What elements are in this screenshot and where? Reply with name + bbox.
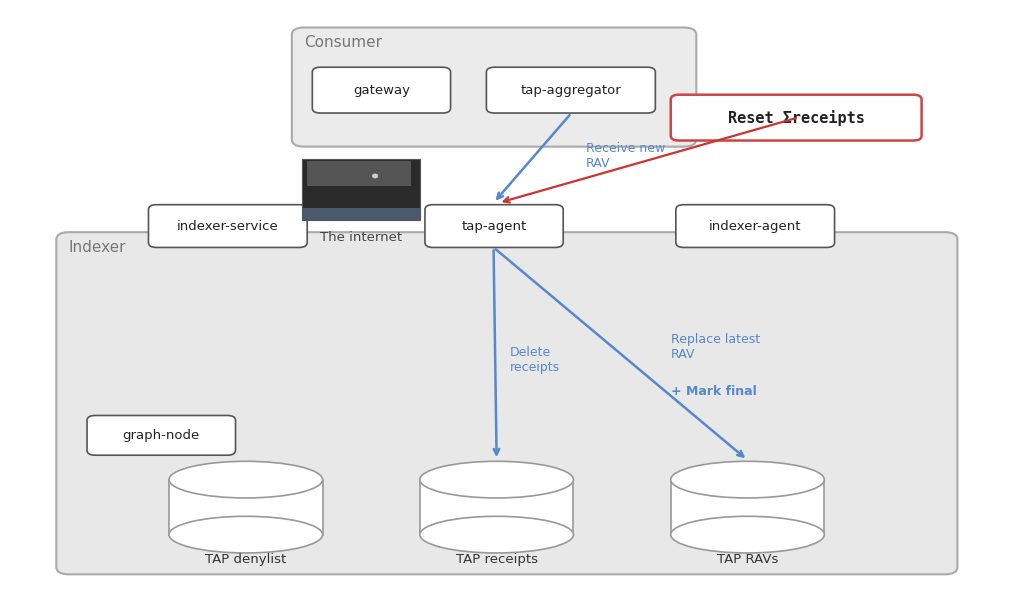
Text: gateway: gateway bbox=[353, 84, 410, 97]
Text: Consumer: Consumer bbox=[304, 35, 382, 50]
Text: The internet: The internet bbox=[319, 231, 402, 244]
FancyBboxPatch shape bbox=[425, 205, 563, 247]
Text: tap-aggregator: tap-aggregator bbox=[520, 84, 622, 97]
Ellipse shape bbox=[420, 516, 573, 553]
Text: TAP RAVs: TAP RAVs bbox=[717, 553, 778, 566]
Text: + Mark final: + Mark final bbox=[671, 385, 757, 398]
Bar bbox=[671, 480, 824, 535]
Text: TAP denylist: TAP denylist bbox=[205, 553, 287, 566]
FancyBboxPatch shape bbox=[312, 67, 451, 113]
FancyBboxPatch shape bbox=[87, 415, 236, 455]
Text: graph-node: graph-node bbox=[123, 429, 200, 442]
Text: Indexer: Indexer bbox=[69, 240, 126, 255]
FancyBboxPatch shape bbox=[676, 205, 835, 247]
FancyBboxPatch shape bbox=[292, 27, 696, 147]
Text: tap-agent: tap-agent bbox=[462, 219, 526, 233]
Ellipse shape bbox=[169, 461, 323, 498]
FancyBboxPatch shape bbox=[56, 232, 957, 574]
Text: indexer-agent: indexer-agent bbox=[709, 219, 802, 233]
Bar bbox=[302, 159, 420, 220]
Ellipse shape bbox=[420, 461, 573, 498]
FancyBboxPatch shape bbox=[486, 67, 655, 113]
Ellipse shape bbox=[169, 516, 323, 553]
Text: Receive new
RAV: Receive new RAV bbox=[586, 142, 665, 170]
Bar bbox=[302, 208, 420, 220]
Ellipse shape bbox=[671, 516, 824, 553]
Bar bbox=[169, 480, 323, 535]
Text: Replace latest
RAV: Replace latest RAV bbox=[671, 333, 760, 361]
FancyBboxPatch shape bbox=[671, 95, 922, 141]
Ellipse shape bbox=[671, 461, 824, 498]
Text: Delete
receipts: Delete receipts bbox=[510, 346, 560, 375]
Text: TAP receipts: TAP receipts bbox=[456, 553, 538, 566]
Bar bbox=[307, 161, 411, 186]
Text: Reset Σreceipts: Reset Σreceipts bbox=[728, 109, 864, 126]
FancyBboxPatch shape bbox=[148, 205, 307, 247]
Ellipse shape bbox=[372, 174, 378, 178]
Bar bbox=[420, 480, 573, 535]
Text: indexer-service: indexer-service bbox=[177, 219, 279, 233]
